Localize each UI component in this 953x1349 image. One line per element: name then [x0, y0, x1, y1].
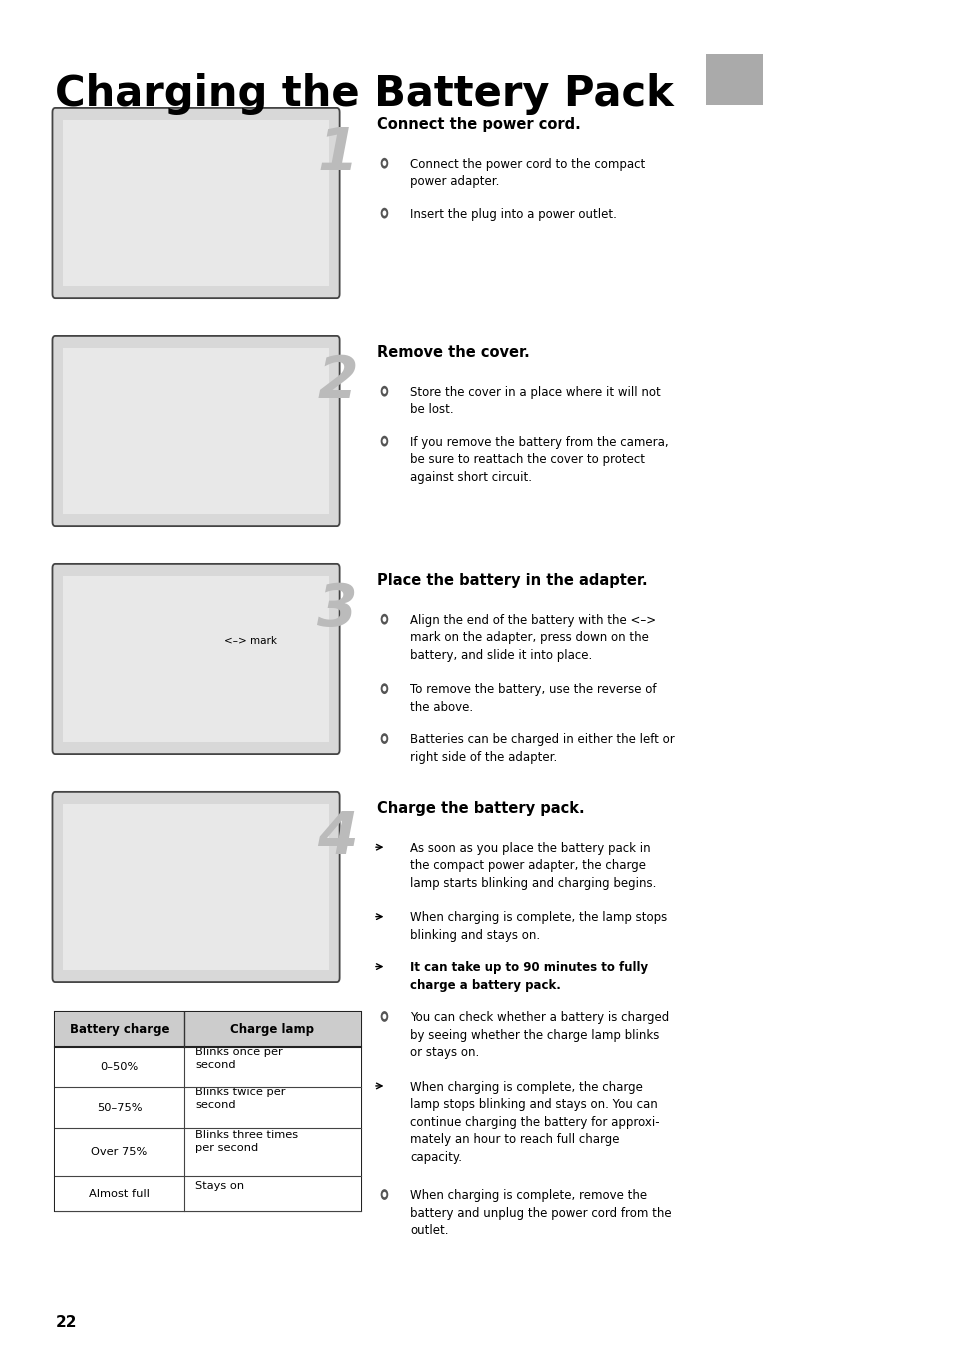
Text: Charging the Battery Pack: Charging the Battery Pack	[55, 73, 674, 115]
Text: 50–75%: 50–75%	[96, 1102, 142, 1113]
Text: 3: 3	[316, 581, 357, 638]
Text: 2: 2	[316, 353, 357, 410]
Text: When charging is complete, remove the
battery and unplug the power cord from the: When charging is complete, remove the ba…	[410, 1190, 671, 1237]
Text: Connect the power cord.: Connect the power cord.	[376, 117, 580, 132]
Text: 1: 1	[316, 125, 357, 182]
Text: Store the cover in a place where it will not
be lost.: Store the cover in a place where it will…	[410, 386, 660, 417]
Circle shape	[382, 616, 386, 622]
Bar	[55, 1128, 360, 1176]
Bar	[63, 804, 329, 970]
Circle shape	[380, 1012, 388, 1023]
Circle shape	[382, 210, 386, 216]
Circle shape	[382, 161, 386, 166]
Circle shape	[382, 1014, 386, 1020]
Text: If you remove the battery from the camera,
be sure to reattach the cover to prot: If you remove the battery from the camer…	[410, 436, 668, 484]
Text: Charge lamp: Charge lamp	[230, 1023, 314, 1036]
Circle shape	[380, 734, 388, 745]
Circle shape	[380, 208, 388, 219]
Bar	[55, 1176, 360, 1211]
Text: 22: 22	[55, 1315, 77, 1330]
Bar	[55, 1012, 360, 1047]
Text: As soon as you place the battery pack in
the compact power adapter, the charge
l: As soon as you place the battery pack in…	[410, 842, 656, 890]
Circle shape	[380, 1190, 388, 1201]
FancyBboxPatch shape	[52, 336, 339, 526]
Text: It can take up to 90 minutes to fully
charge a battery pack.: It can take up to 90 minutes to fully ch…	[410, 960, 648, 992]
Circle shape	[382, 389, 386, 394]
Text: Over 75%: Over 75%	[91, 1147, 148, 1157]
Text: Batteries can be charged in either the left or
right side of the adapter.: Batteries can be charged in either the l…	[410, 734, 675, 764]
Circle shape	[382, 737, 386, 742]
Bar	[55, 1047, 360, 1087]
Circle shape	[380, 158, 388, 169]
Text: To remove the battery, use the reverse of
the above.: To remove the battery, use the reverse o…	[410, 684, 656, 714]
Bar	[55, 1012, 360, 1211]
Text: Align the end of the battery with the <–>
mark on the adapter, press down on the: Align the end of the battery with the <–…	[410, 614, 656, 662]
Text: Place the battery in the adapter.: Place the battery in the adapter.	[376, 573, 647, 588]
Text: Connect the power cord to the compact
power adapter.: Connect the power cord to the compact po…	[410, 158, 645, 189]
Circle shape	[382, 1193, 386, 1198]
Text: You can check whether a battery is charged
by seeing whether the charge lamp bli: You can check whether a battery is charg…	[410, 1012, 669, 1059]
Circle shape	[380, 684, 388, 695]
Bar	[63, 576, 329, 742]
Text: When charging is complete, the charge
lamp stops blinking and stays on. You can
: When charging is complete, the charge la…	[410, 1081, 659, 1164]
Text: Stays on: Stays on	[194, 1182, 244, 1191]
Text: Blinks once per
second: Blinks once per second	[194, 1047, 282, 1070]
Text: Almost full: Almost full	[89, 1188, 150, 1199]
Text: 0–50%: 0–50%	[100, 1062, 138, 1072]
Text: <–> mark: <–> mark	[224, 635, 277, 646]
Bar	[63, 348, 329, 514]
FancyBboxPatch shape	[52, 564, 339, 754]
Circle shape	[380, 386, 388, 397]
Bar	[63, 120, 329, 286]
Text: Blinks twice per
second: Blinks twice per second	[194, 1087, 285, 1110]
Circle shape	[380, 436, 388, 447]
Text: Remove the cover.: Remove the cover.	[376, 345, 529, 360]
Bar	[55, 1087, 360, 1128]
Text: Blinks three times
per second: Blinks three times per second	[194, 1130, 297, 1153]
Bar	[705, 54, 762, 105]
FancyBboxPatch shape	[52, 792, 339, 982]
Text: Battery charge: Battery charge	[70, 1023, 169, 1036]
Text: Charge the battery pack.: Charge the battery pack.	[376, 801, 584, 816]
Text: Insert the plug into a power outlet.: Insert the plug into a power outlet.	[410, 208, 617, 221]
FancyBboxPatch shape	[52, 108, 339, 298]
Text: 4: 4	[316, 809, 357, 866]
Text: When charging is complete, the lamp stops
blinking and stays on.: When charging is complete, the lamp stop…	[410, 912, 667, 942]
Circle shape	[380, 614, 388, 625]
Circle shape	[382, 438, 386, 444]
Circle shape	[382, 685, 386, 692]
